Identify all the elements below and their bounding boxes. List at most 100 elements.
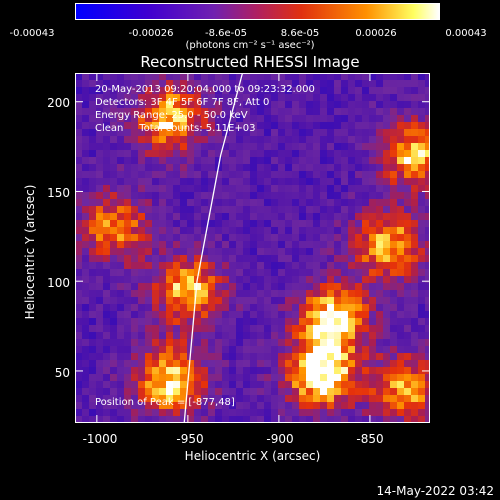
heatmap-cell xyxy=(285,129,293,137)
heatmap-cell xyxy=(285,115,293,123)
heatmap-cell xyxy=(348,304,356,312)
heatmap-cell xyxy=(418,171,426,179)
heatmap-cell xyxy=(222,129,230,137)
heatmap-cell xyxy=(124,388,132,396)
heatmap-cell xyxy=(355,395,363,403)
heatmap-cell xyxy=(278,255,286,263)
heatmap-cell xyxy=(215,129,223,137)
heatmap-cell xyxy=(313,360,321,368)
heatmap-cell xyxy=(173,241,181,249)
heatmap-cell xyxy=(411,220,419,228)
heatmap-cell xyxy=(369,304,377,312)
heatmap-cell xyxy=(194,409,202,417)
heatmap-cell xyxy=(425,255,430,263)
heatmap-cell xyxy=(124,402,132,410)
heatmap-cell xyxy=(362,234,370,242)
heatmap-cell xyxy=(278,87,286,95)
colorbar-tick: -8.6e-05 xyxy=(205,28,247,39)
heatmap-cell xyxy=(383,94,391,102)
heatmap-cell xyxy=(285,374,293,382)
heatmap-cell xyxy=(271,192,279,200)
heatmap-cell xyxy=(187,269,195,277)
heatmap-cell xyxy=(82,276,90,284)
heatmap-cell xyxy=(278,206,286,214)
heatmap-cell xyxy=(124,101,132,109)
heatmap-cell xyxy=(376,276,384,284)
heatmap-cell xyxy=(117,94,125,102)
heatmap-cell xyxy=(173,276,181,284)
heatmap-cell xyxy=(89,87,97,95)
heatmap-cell xyxy=(404,94,412,102)
heatmap-cell xyxy=(103,416,111,423)
heatmap-cell xyxy=(313,339,321,347)
heatmap-cell xyxy=(362,304,370,312)
heatmap-cell xyxy=(425,402,430,410)
heatmap-cell xyxy=(201,129,209,137)
heatmap-cell xyxy=(187,213,195,221)
heatmap-cell xyxy=(341,129,349,137)
heatmap-cell xyxy=(145,143,153,151)
heatmap-cell xyxy=(278,332,286,340)
heatmap-cell xyxy=(187,136,195,144)
heatmap-cell xyxy=(131,150,139,158)
heatmap-cell xyxy=(243,199,251,207)
x-axis-label: Heliocentric X (arcsec) xyxy=(184,449,321,463)
heatmap-cell xyxy=(285,80,293,88)
heatmap-cell xyxy=(215,374,223,382)
heatmap-cell xyxy=(376,87,384,95)
heatmap-cell xyxy=(145,367,153,375)
heatmap-cell xyxy=(390,367,398,375)
heatmap-cell xyxy=(250,164,258,172)
heatmap-cell xyxy=(397,150,405,158)
heatmap-cell xyxy=(383,227,391,235)
heatmap-cell xyxy=(348,346,356,354)
heatmap-cell xyxy=(362,73,370,81)
heatmap-cell xyxy=(180,241,188,249)
heatmap-cell xyxy=(89,73,97,81)
heatmap-cell xyxy=(138,248,146,256)
heatmap-cell xyxy=(159,276,167,284)
heatmap-cell xyxy=(299,367,307,375)
heatmap-cell xyxy=(138,318,146,326)
heatmap-cell xyxy=(201,353,209,361)
heatmap-cell xyxy=(131,325,139,333)
heatmap-cell xyxy=(404,220,412,228)
heatmap-cell xyxy=(215,192,223,200)
heatmap-cell xyxy=(89,164,97,172)
heatmap-cell xyxy=(250,290,258,298)
heatmap-cell xyxy=(201,318,209,326)
heatmap-cell xyxy=(418,94,426,102)
heatmap-cell xyxy=(264,332,272,340)
heatmap-cell xyxy=(229,199,237,207)
heatmap-cell xyxy=(124,178,132,186)
heatmap-cell xyxy=(292,227,300,235)
heatmap-cell xyxy=(376,409,384,417)
heatmap-cell xyxy=(348,171,356,179)
heatmap-cell xyxy=(299,409,307,417)
heatmap-cell xyxy=(397,80,405,88)
heatmap-cell xyxy=(285,192,293,200)
heatmap-cell xyxy=(103,339,111,347)
heatmap-cell xyxy=(425,101,430,109)
heatmap-cell xyxy=(250,318,258,326)
heatmap-cell xyxy=(418,192,426,200)
heatmap-cell xyxy=(166,143,174,151)
heatmap-cell xyxy=(89,136,97,144)
heatmap-cell xyxy=(369,290,377,298)
heatmap-cell xyxy=(159,395,167,403)
heatmap-cell xyxy=(103,241,111,249)
heatmap-cell xyxy=(397,234,405,242)
heatmap-cell xyxy=(96,248,104,256)
heatmap-cell xyxy=(271,122,279,130)
heatmap-cell xyxy=(131,402,139,410)
heatmap-cell xyxy=(411,346,419,354)
heatmap-cell xyxy=(96,101,104,109)
heatmap-cell xyxy=(285,143,293,151)
heatmap-cell xyxy=(271,129,279,137)
heatmap-cell xyxy=(341,367,349,375)
heatmap-cell xyxy=(327,227,335,235)
heatmap-cell xyxy=(117,339,125,347)
heatmap-cell xyxy=(124,171,132,179)
heatmap-cell xyxy=(243,409,251,417)
heatmap-cell xyxy=(341,192,349,200)
